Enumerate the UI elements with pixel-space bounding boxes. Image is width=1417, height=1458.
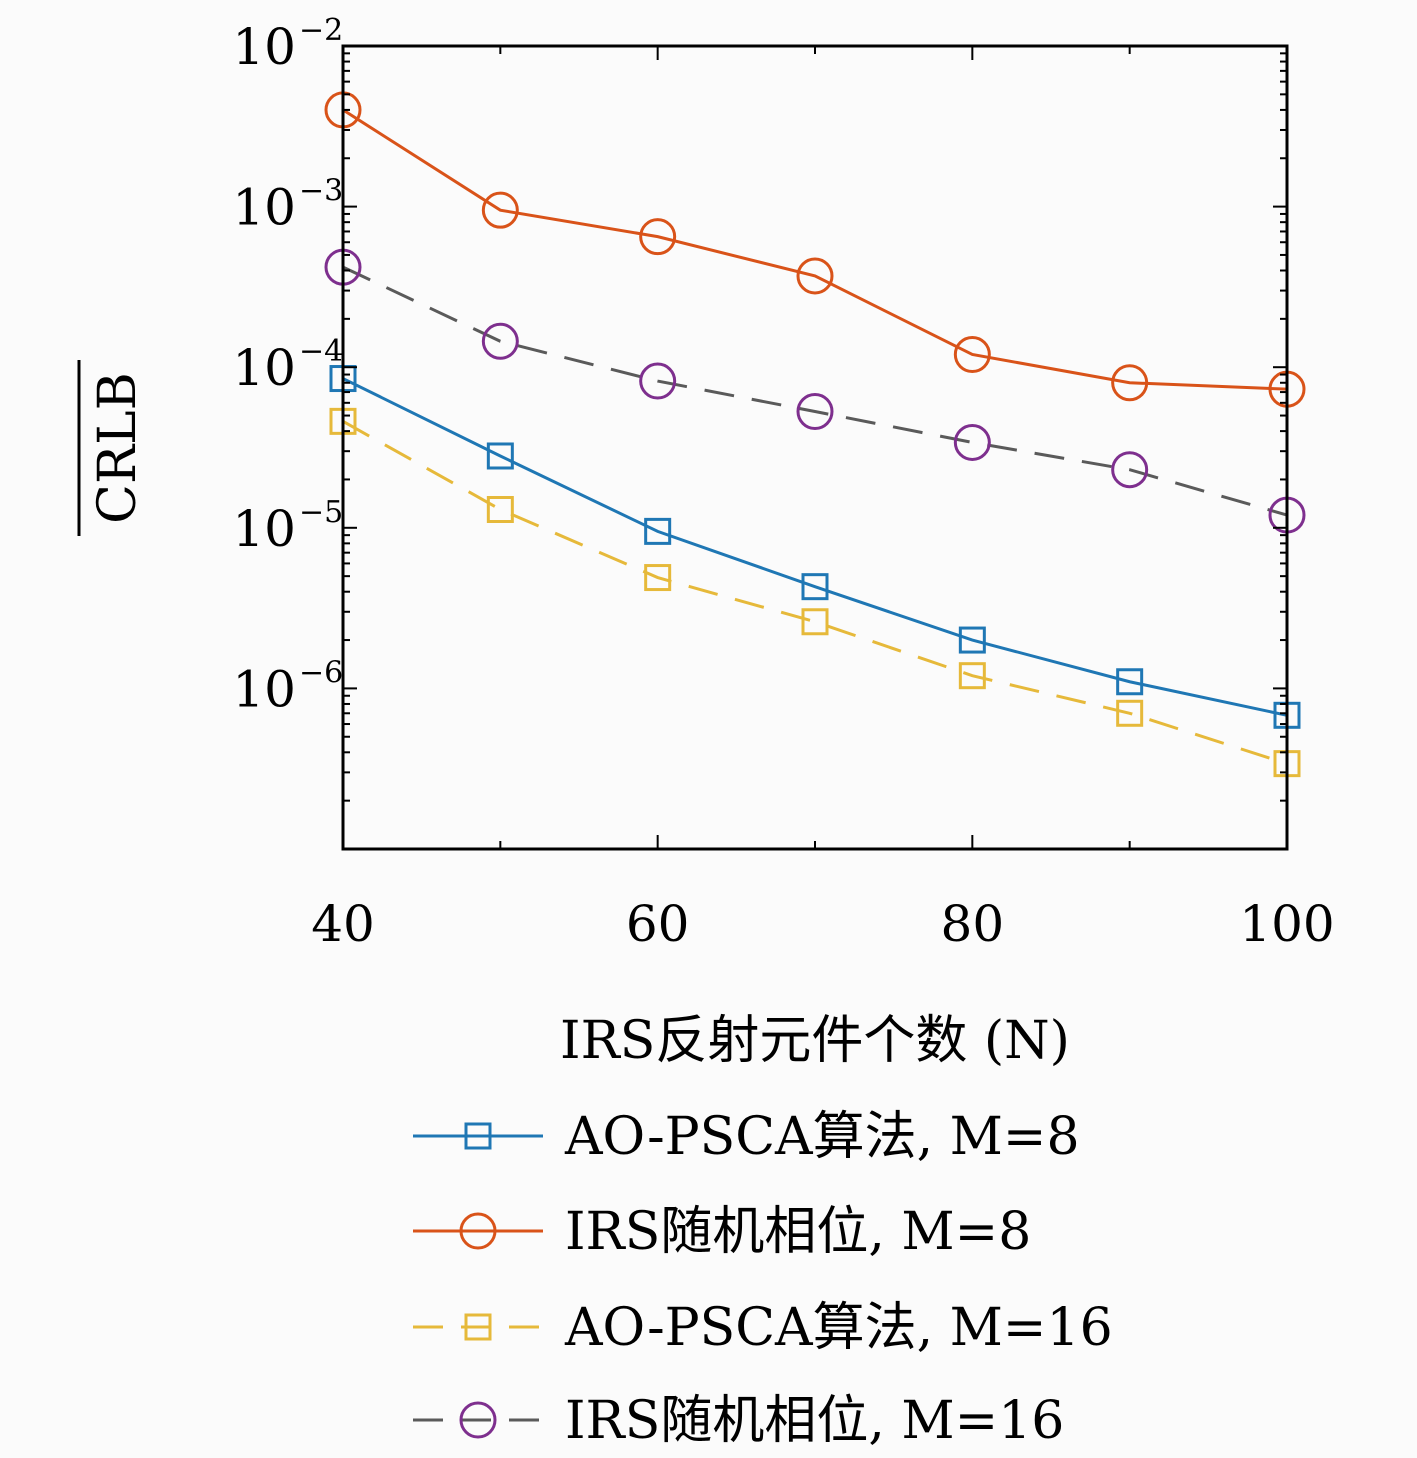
series-1 [329,365,1301,729]
series-3-line [342,420,1288,766]
series-2-point [953,335,991,373]
legend-label: AO-PSCA算法, M=16 [564,1298,1113,1358]
series-2-point [481,191,519,229]
legend-swatch-marker [464,1313,492,1341]
series-2-point [639,218,677,256]
y-tick-label: 10 [232,660,296,718]
series-2-point [1111,364,1149,402]
series-4-point [639,362,677,400]
series-1-point [1116,668,1144,696]
y-tick-exponent: −4 [299,334,343,369]
y-axis-title-group: CRLB [77,360,148,536]
legend-swatch-marker [459,1212,497,1250]
axis-ticks [342,46,1288,850]
y-axis-title: CRLB [88,372,148,524]
series-3-point [644,564,672,592]
legend-item-2: IRS随机相位, M=8 [413,1202,1031,1262]
y-tick-label: 10 [232,339,296,397]
y-tick-exponent: −6 [299,655,343,690]
series-3-point [486,496,514,524]
series-1-point [486,442,514,470]
series-3-point [801,608,829,636]
series-4-line [342,265,1288,517]
legend-item-3: AO-PSCA算法, M=16 [413,1298,1113,1358]
series-1-point [801,573,829,601]
series-3-point [1116,699,1144,727]
legend-swatch-marker [464,1122,492,1150]
series-4-point [1111,451,1149,489]
y-tick-exponent: −2 [299,13,343,48]
series-2 [324,91,1306,408]
legend-swatch-marker [459,1401,497,1439]
series-2-point [796,257,834,295]
series-1-point [644,517,672,545]
x-tick-label: 40 [311,895,375,953]
series-3-point [958,662,986,690]
legend: AO-PSCA算法, M=8 IRS随机相位, M=8 AO-PSCA算法, M=1… [413,1107,1113,1451]
series-4-point [953,423,991,461]
series-3 [329,407,1301,778]
x-tick-label: 100 [1239,895,1334,953]
series-2-line [342,108,1288,391]
series-1-line [342,377,1288,717]
series-4-point [796,392,834,430]
x-axis-title: IRS反射元件个数 (N) [560,1011,1070,1071]
legend-item-4: IRS随机相位, M=16 [413,1391,1064,1451]
y-tick-exponent: −3 [299,174,343,209]
series-1-point [958,626,986,654]
x-tick-label: 60 [626,895,690,953]
legend-item-1: AO-PSCA算法, M=8 [413,1107,1080,1167]
legend-label: IRS随机相位, M=16 [565,1391,1064,1451]
y-tick-exponent: −5 [299,495,343,530]
legend-label: IRS随机相位, M=8 [565,1202,1031,1262]
legend-label: AO-PSCA算法, M=8 [564,1107,1080,1167]
y-tick-label: 10 [232,179,296,237]
plot-series-layer [324,91,1306,778]
x-tick-label: 80 [941,895,1005,953]
y-tick-label: 10 [232,500,296,558]
y-tick-label: 10 [232,18,296,76]
series-4-point [481,322,519,360]
